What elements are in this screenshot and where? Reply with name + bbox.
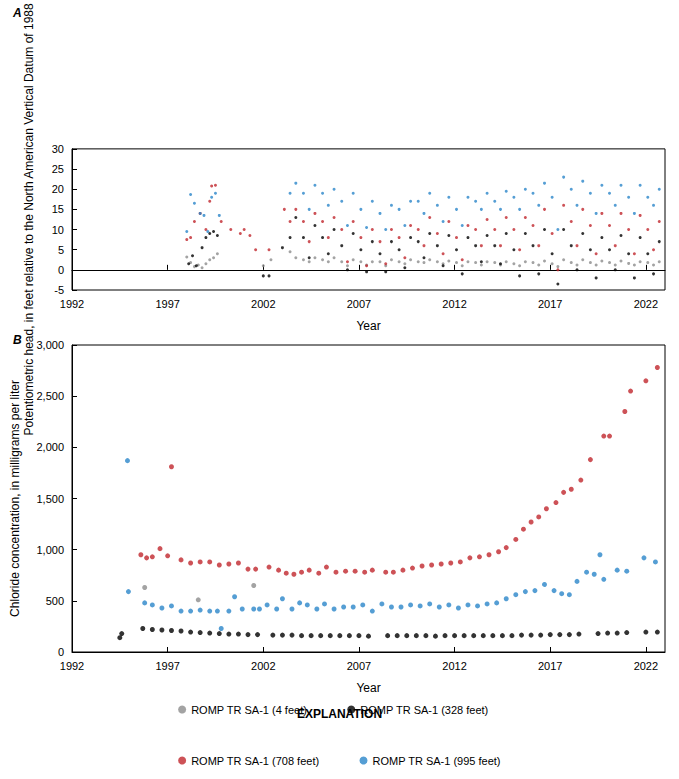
- svg-text:Potentiometric head, in feet r: Potentiometric head, in feet relative to…: [22, 3, 36, 436]
- svg-text:20: 20: [52, 183, 64, 195]
- svg-text:-5: -5: [54, 284, 64, 296]
- svg-text:2012: 2012: [442, 660, 466, 672]
- svg-text:30: 30: [52, 143, 64, 155]
- svg-text:1997: 1997: [155, 660, 179, 672]
- svg-text:0: 0: [58, 264, 64, 276]
- svg-text:Year: Year: [356, 681, 380, 695]
- svg-text:2017: 2017: [538, 298, 562, 310]
- svg-text:ROMP TR SA-1 (995 feet): ROMP TR SA-1 (995 feet): [373, 755, 501, 767]
- svg-text:1992: 1992: [60, 660, 84, 672]
- svg-text:15: 15: [52, 203, 64, 215]
- svg-text:B: B: [13, 333, 22, 347]
- svg-text:1,000: 1,000: [36, 544, 64, 556]
- svg-text:ROMP TR SA-1 (708 feet): ROMP TR SA-1 (708 feet): [191, 755, 319, 767]
- svg-text:2012: 2012: [442, 298, 466, 310]
- svg-text:ROMP TR SA-1 (4 feet): ROMP TR SA-1 (4 feet): [191, 704, 307, 716]
- svg-text:1997: 1997: [155, 298, 179, 310]
- svg-text:0: 0: [58, 646, 64, 658]
- svg-text:500: 500: [46, 595, 64, 607]
- svg-text:2007: 2007: [347, 298, 371, 310]
- svg-text:2002: 2002: [251, 298, 275, 310]
- svg-text:1992: 1992: [60, 298, 84, 310]
- svg-text:3,000: 3,000: [36, 339, 64, 351]
- svg-text:25: 25: [52, 163, 64, 175]
- svg-text:2,500: 2,500: [36, 390, 64, 402]
- svg-text:2007: 2007: [347, 660, 371, 672]
- svg-text:Year: Year: [356, 319, 380, 333]
- svg-text:2002: 2002: [251, 660, 275, 672]
- svg-text:ROMP TR SA-1 (328 feet): ROMP TR SA-1 (328 feet): [360, 703, 489, 716]
- svg-text:2,000: 2,000: [36, 441, 64, 453]
- svg-text:10: 10: [52, 224, 64, 236]
- svg-text:1,500: 1,500: [36, 493, 64, 505]
- svg-text:5: 5: [58, 244, 64, 256]
- svg-text:2017: 2017: [538, 660, 562, 672]
- svg-text:A: A: [12, 6, 22, 20]
- svg-text:2022: 2022: [634, 660, 658, 672]
- svg-text:EXPLANATION: EXPLANATION: [297, 707, 382, 721]
- svg-text:Chloride concentration, in mil: Chloride concentration, in milligrams pe…: [8, 380, 22, 617]
- svg-text:2022: 2022: [634, 298, 658, 310]
